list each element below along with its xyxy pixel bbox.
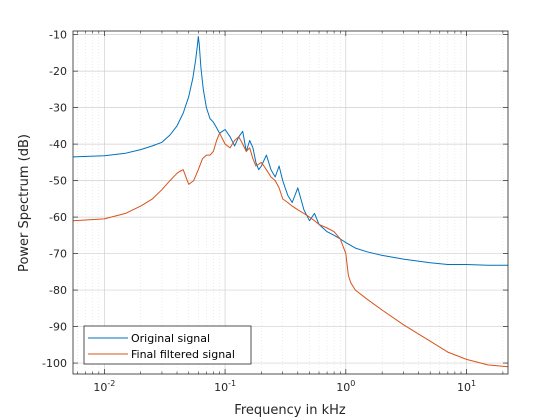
legend: Original signal Final filtered signal bbox=[83, 325, 252, 365]
plot-area bbox=[73, 31, 508, 374]
series-layer bbox=[73, 36, 508, 368]
series-line-1 bbox=[73, 132, 508, 368]
x-tick-labels: 10-2 10-1 100 101 bbox=[93, 379, 476, 394]
legend-box bbox=[83, 325, 252, 365]
y-tick-label: -90 bbox=[49, 321, 67, 334]
x-tick-label: 10-1 bbox=[214, 379, 236, 394]
series-line-0 bbox=[73, 36, 508, 266]
y-tick-labels: -10 -20 -30 -40 -50 -60 -70 -80 -90 -100 bbox=[42, 29, 67, 370]
grid bbox=[73, 31, 508, 374]
x-axis-label: Frequency in kHz bbox=[234, 403, 346, 418]
y-axis-label: Power Spectrum (dB) bbox=[17, 134, 32, 272]
x-tick-label: 101 bbox=[457, 379, 476, 394]
y-tick-label: -30 bbox=[49, 102, 67, 115]
x-tick-label: 100 bbox=[336, 379, 355, 394]
y-tick-label: -50 bbox=[49, 175, 67, 188]
legend-label-filtered: Final filtered signal bbox=[131, 348, 235, 361]
y-tick-label: -100 bbox=[42, 357, 67, 370]
legend-label-original: Original signal bbox=[131, 332, 210, 345]
y-tick-label: -10 bbox=[49, 29, 67, 42]
x-tick-label: 10-2 bbox=[93, 379, 115, 394]
tick-marks bbox=[73, 31, 508, 374]
y-tick-label: -80 bbox=[49, 284, 67, 297]
y-tick-label: -20 bbox=[49, 65, 67, 78]
y-tick-label: -40 bbox=[49, 138, 67, 151]
y-tick-label: -70 bbox=[49, 248, 67, 261]
plot-frame bbox=[72, 30, 509, 375]
y-tick-label: -60 bbox=[49, 211, 67, 224]
